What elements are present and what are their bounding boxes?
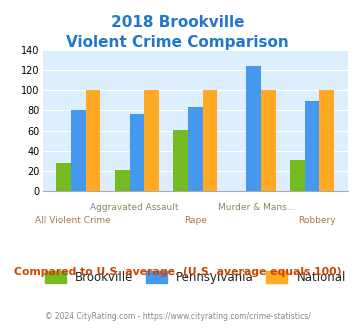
Bar (86, 90, 100, 191)
Text: © 2024 CityRating.com - https://www.cityrating.com/crime-statistics/: © 2024 CityRating.com - https://www.city… (45, 312, 310, 321)
Text: Murder & Mans...: Murder & Mans... (218, 203, 295, 212)
Bar (246, 66, 261, 191)
Text: All Violent Crime: All Violent Crime (35, 216, 111, 225)
Bar (320, 90, 334, 191)
Text: 2018 Brookville: 2018 Brookville (111, 15, 244, 30)
Bar (290, 160, 305, 191)
Bar (130, 115, 144, 191)
Bar (203, 90, 217, 191)
Bar (173, 130, 188, 191)
Bar (261, 90, 275, 191)
Text: Rape: Rape (184, 216, 207, 225)
Text: Robbery: Robbery (299, 216, 336, 225)
Text: Aggravated Assault: Aggravated Assault (90, 203, 179, 212)
Bar (144, 90, 159, 191)
Bar (188, 107, 203, 191)
Bar (305, 101, 320, 191)
Legend: Brookville, Pennsylvania, National: Brookville, Pennsylvania, National (45, 271, 346, 284)
Bar (71, 110, 86, 191)
Bar (56, 163, 71, 191)
Bar (115, 170, 130, 191)
Text: Violent Crime Comparison: Violent Crime Comparison (66, 35, 289, 50)
Text: Compared to U.S. average. (U.S. average equals 100): Compared to U.S. average. (U.S. average … (14, 267, 341, 277)
